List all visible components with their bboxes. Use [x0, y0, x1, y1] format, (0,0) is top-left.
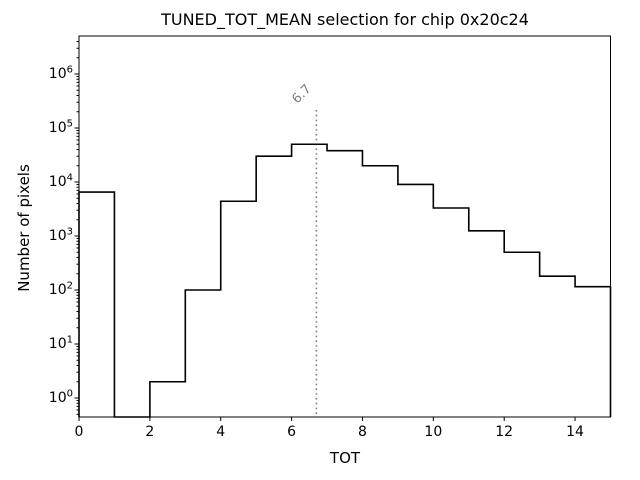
x-tick-label: 14 [566, 424, 584, 440]
y-tick-label: 103 [48, 226, 73, 244]
x-tick-label: 2 [145, 424, 155, 440]
x-tick-label: 10 [424, 424, 443, 440]
y-tick-label: 105 [48, 118, 73, 136]
y-tick-label: 102 [48, 280, 73, 298]
y-tick-label: 100 [48, 388, 73, 406]
y-tick-label: 106 [48, 64, 73, 82]
x-tick-label: 4 [216, 424, 226, 440]
x-tick-label: 8 [357, 424, 367, 440]
x-axis-label: TOT [329, 449, 361, 467]
plot-border [78, 35, 611, 418]
x-tick-label: 0 [74, 424, 84, 440]
y-axis-label: Number of pixels [15, 164, 33, 292]
x-tick-label: 12 [495, 424, 514, 440]
x-tick-label: 6 [287, 424, 297, 440]
y-tick-label: 104 [48, 172, 73, 190]
histogram-step-line [78, 143, 612, 418]
y-tick-label: 101 [48, 334, 73, 352]
chart-title: TUNED_TOT_MEAN selection for chip 0x20c2… [161, 10, 529, 29]
